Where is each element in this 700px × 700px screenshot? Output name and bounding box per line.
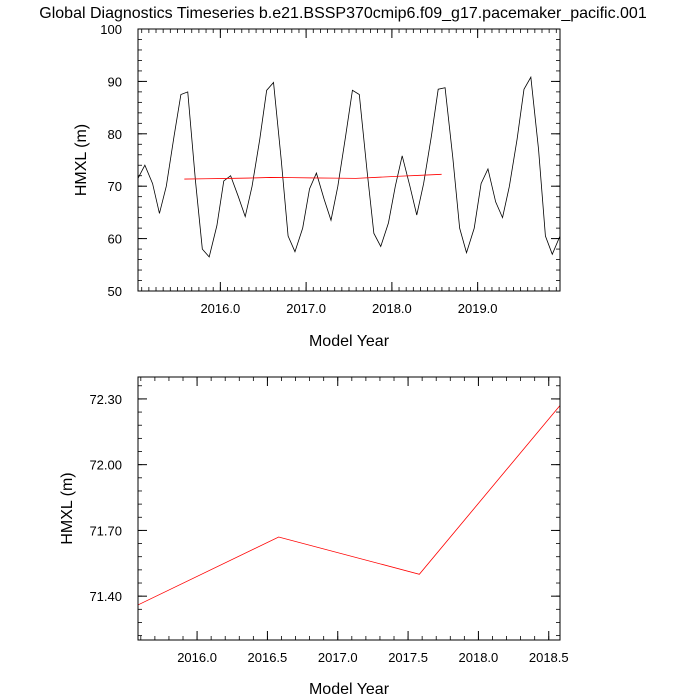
chart-title: Global Diagnostics Timeseries b.e21.BSSP… xyxy=(39,5,647,22)
x-tick-label: 2016.0 xyxy=(177,650,217,665)
y-tick-label: 80 xyxy=(108,127,122,142)
x-tick-label: 2017.0 xyxy=(286,301,326,316)
y-tick-label: 72.30 xyxy=(89,392,122,407)
y-tick-label: 72.00 xyxy=(89,458,122,473)
y-tick-label: 71.70 xyxy=(89,523,122,538)
y-tick-label: 60 xyxy=(108,232,122,247)
x-tick-label: 2016.5 xyxy=(248,650,288,665)
y-tick-label: 70 xyxy=(108,179,122,194)
y-axis-title: HMXL (m) xyxy=(59,472,76,544)
series-line-annual-mean xyxy=(184,173,442,180)
annual-mean-panel: 2016.0 2016.5 2017.0 2017.5 2018.0 2018.5 71.4… xyxy=(59,376,569,698)
plot-frame xyxy=(137,28,561,292)
x-axis-title: Model Year xyxy=(309,333,390,350)
y-tick-label: 100 xyxy=(100,22,122,37)
x-tick-label: 2016.0 xyxy=(200,301,240,316)
x-tick-label: 2019.0 xyxy=(458,301,498,316)
y-tick-label: 71.40 xyxy=(89,589,122,604)
x-tick-label: 2018.5 xyxy=(529,650,569,665)
y-axis-title: HMXL (m) xyxy=(73,124,90,196)
y-tick-label: 90 xyxy=(108,74,122,89)
series-line-annual-mean xyxy=(137,405,561,606)
timeseries-panel: 2016.0 2017.0 2018.0 2019.0 50 60 70 80 90 100 Mod… xyxy=(73,22,561,350)
x-tick-label: 2017.5 xyxy=(388,650,428,665)
plot-frame xyxy=(137,376,561,641)
y-tick-label: 50 xyxy=(108,284,122,299)
x-tick-label: 2018.0 xyxy=(372,301,412,316)
x-tick-label: 2017.0 xyxy=(318,650,358,665)
series-line-monthly xyxy=(137,75,561,258)
x-axis-title: Model Year xyxy=(309,681,390,698)
x-tick-label: 2018.0 xyxy=(459,650,499,665)
